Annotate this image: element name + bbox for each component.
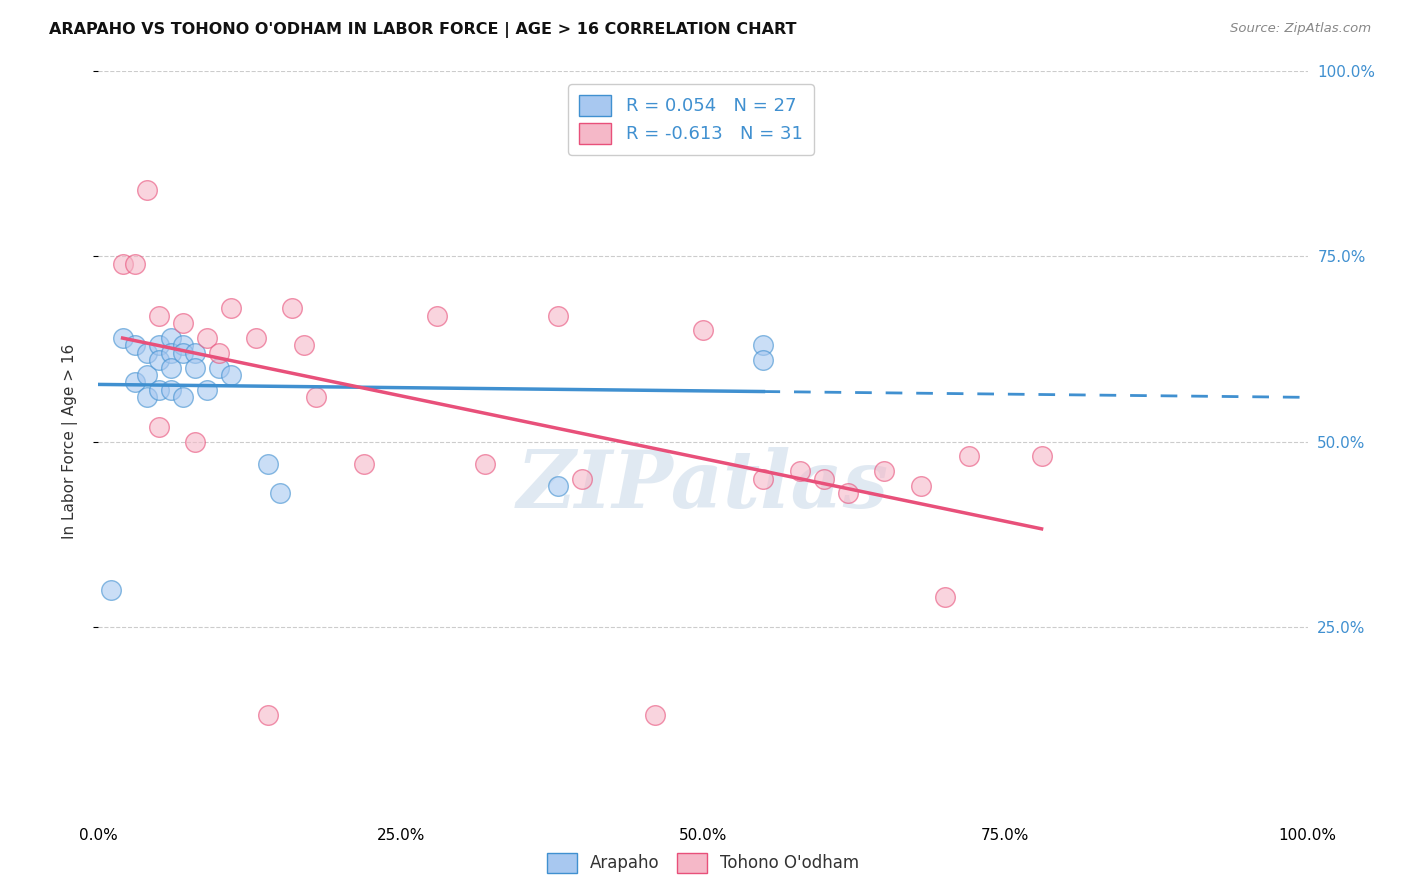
Point (135, 390, 157, 404)
Point (813, 471, 835, 485)
Point (221, 368, 243, 382)
Point (208, 360, 231, 375)
Point (221, 301, 243, 316)
Point (135, 345, 157, 359)
Point (195, 331, 218, 345)
Point (474, 457, 496, 471)
Point (256, 708, 278, 723)
Point (111, 331, 134, 345)
Point (269, 486, 291, 500)
Point (100, 582, 122, 597)
Point (281, 301, 304, 316)
Point (148, 353, 170, 368)
Point (160, 360, 183, 375)
Point (547, 479, 569, 493)
Point (160, 331, 183, 345)
Point (148, 338, 170, 352)
Point (148, 419, 170, 434)
Point (148, 309, 170, 323)
Text: ZIPatlas: ZIPatlas (517, 447, 889, 524)
Point (789, 464, 811, 478)
Legend: R = 0.054   N = 27, R = -0.613   N = 31: R = 0.054 N = 27, R = -0.613 N = 31 (568, 84, 814, 154)
Point (547, 309, 569, 323)
Point (195, 383, 218, 397)
Point (111, 257, 134, 271)
Point (172, 338, 194, 352)
Point (1031, 450, 1053, 464)
Point (160, 345, 183, 359)
Point (837, 486, 859, 500)
Legend: Arapaho, Tohono O'odham: Arapaho, Tohono O'odham (540, 847, 866, 880)
Point (957, 450, 980, 464)
Point (353, 457, 375, 471)
Point (292, 338, 315, 352)
Point (752, 338, 775, 352)
Point (571, 471, 593, 485)
Point (934, 590, 956, 604)
Point (160, 383, 183, 397)
Point (184, 434, 207, 449)
Point (135, 368, 157, 382)
Point (752, 353, 775, 368)
Point (124, 257, 146, 271)
Y-axis label: In Labor Force | Age > 16: In Labor Force | Age > 16 (62, 344, 77, 539)
Point (184, 345, 207, 359)
Point (172, 316, 194, 330)
Point (148, 383, 170, 397)
Point (172, 345, 194, 359)
Point (184, 360, 207, 375)
Point (644, 708, 666, 723)
Point (910, 479, 932, 493)
Point (208, 345, 231, 359)
Point (245, 331, 267, 345)
Text: ARAPAHO VS TOHONO O'ODHAM IN LABOR FORCE | AGE > 16 CORRELATION CHART: ARAPAHO VS TOHONO O'ODHAM IN LABOR FORCE… (49, 22, 797, 38)
Point (256, 457, 278, 471)
Text: Source: ZipAtlas.com: Source: ZipAtlas.com (1230, 22, 1371, 36)
Point (305, 390, 328, 404)
Point (172, 390, 194, 404)
Point (873, 464, 896, 478)
Point (124, 376, 146, 390)
Point (692, 324, 714, 338)
Point (135, 183, 157, 197)
Point (426, 309, 449, 323)
Point (752, 471, 775, 485)
Point (124, 338, 146, 352)
